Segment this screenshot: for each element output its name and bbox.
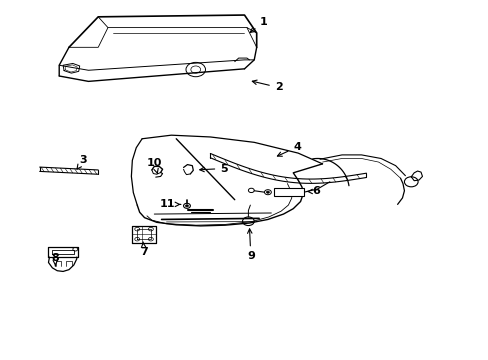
- Text: 1: 1: [250, 17, 267, 32]
- Bar: [273, 188, 304, 196]
- Text: 9: 9: [246, 229, 254, 261]
- Circle shape: [185, 205, 188, 207]
- Text: 5: 5: [199, 163, 227, 174]
- Text: 7: 7: [140, 242, 148, 257]
- Text: 10: 10: [146, 158, 162, 174]
- Text: 2: 2: [252, 80, 282, 93]
- Circle shape: [266, 191, 269, 193]
- Text: 6: 6: [306, 186, 320, 197]
- Text: 8: 8: [51, 253, 59, 266]
- Text: 3: 3: [77, 155, 87, 169]
- Text: 11: 11: [160, 199, 181, 210]
- Text: 4: 4: [277, 142, 301, 156]
